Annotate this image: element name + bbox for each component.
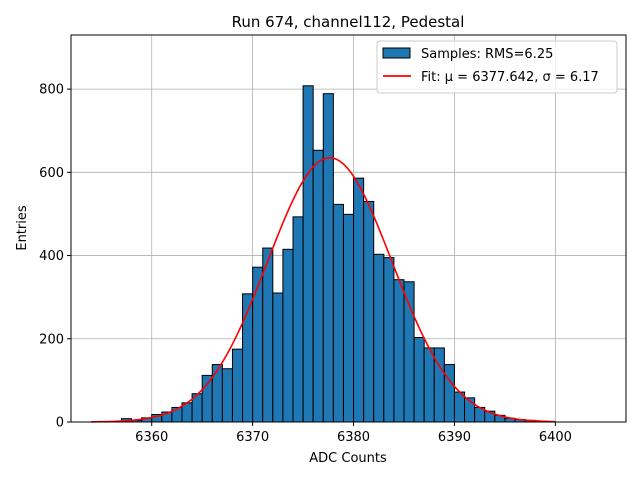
histogram-bar [302, 85, 314, 423]
histogram-bar [383, 257, 395, 423]
legend-samples-label: Samples: RMS=6.25 [421, 47, 553, 62]
y-axis-label: Entries [15, 205, 30, 251]
histogram-bar [292, 216, 304, 423]
x-tick-label: 6380 [337, 430, 370, 445]
histogram-bar [353, 177, 365, 423]
histogram-bar [342, 213, 355, 423]
histogram-bar [393, 279, 405, 423]
legend: Samples: RMS=6.25 Fit: μ = 6377.642, σ =… [376, 40, 618, 94]
histogram-bar [201, 374, 213, 423]
x-tick-label: 6390 [438, 430, 471, 445]
y-axis-ticks: 0 200 400 600 800 [39, 83, 71, 431]
histogram-bar [231, 348, 244, 423]
histogram-bar [312, 149, 324, 423]
histogram-bar [221, 368, 233, 423]
histogram-bar [443, 364, 455, 423]
histogram-bar [322, 93, 334, 423]
fit-curve [91, 156, 556, 423]
histogram-bar [373, 253, 385, 423]
x-axis-ticks: 6360 6370 6380 6390 6400 [135, 422, 572, 445]
x-tick-label: 6400 [539, 430, 572, 445]
x-axis-label: ADC Counts [309, 451, 387, 466]
plot-frame [70, 34, 627, 423]
histogram-bar [272, 292, 284, 423]
histogram-bar [282, 248, 294, 423]
histogram-bar [363, 200, 375, 423]
y-tick-label: 200 [39, 332, 64, 347]
legend-fit-prefix: Fit: [421, 70, 445, 85]
x-tick-label: 6370 [236, 430, 269, 445]
histogram-bar [332, 203, 344, 423]
histogram-bar [262, 247, 274, 423]
histogram-bar [453, 391, 466, 423]
legend-fit-params: μ = 6377.642, σ = 6.17 [445, 70, 599, 85]
histogram-bar [211, 364, 223, 423]
x-tick-label: 6360 [135, 430, 168, 445]
y-tick-label: 800 [39, 83, 64, 98]
histogram-bars [120, 85, 536, 423]
chart-title: Run 674, channel112, Pedestal [232, 13, 465, 31]
legend-fit-label: Fit: μ = 6377.642, σ = 6.17 [421, 70, 599, 85]
y-tick-label: 400 [39, 249, 64, 264]
histogram-bar [413, 337, 425, 423]
y-tick-label: 600 [39, 166, 64, 181]
y-tick-label: 0 [56, 416, 64, 431]
histogram-bar [252, 266, 264, 423]
histogram-bar [423, 347, 435, 423]
legend-bar-swatch [382, 47, 411, 59]
legend-box [376, 40, 618, 94]
